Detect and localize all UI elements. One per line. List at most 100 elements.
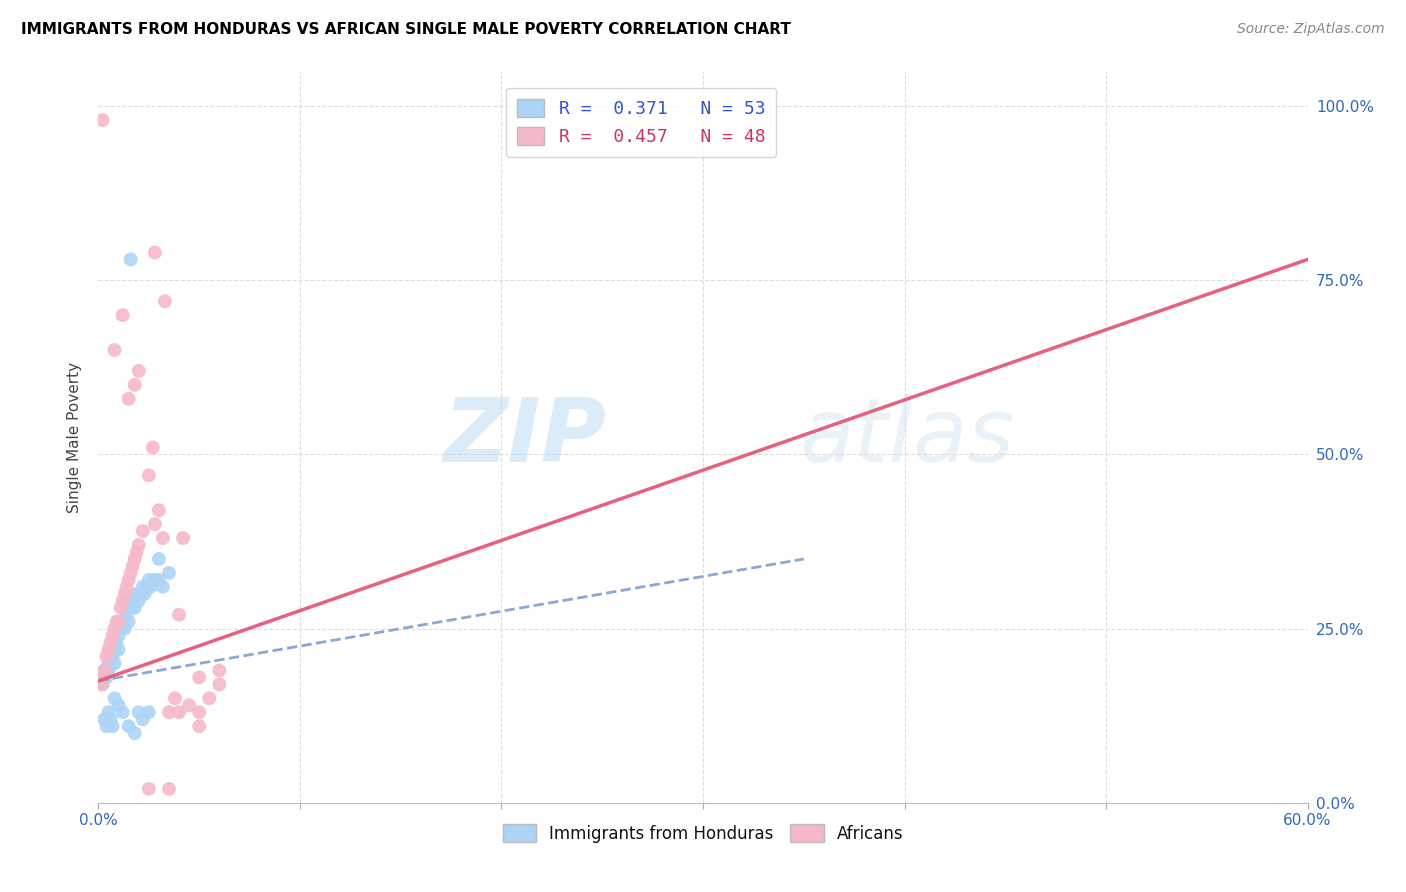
Point bbox=[91, 677, 114, 691]
Point bbox=[101, 719, 124, 733]
Point bbox=[134, 587, 156, 601]
Point bbox=[114, 587, 136, 601]
Point bbox=[107, 642, 129, 657]
Point bbox=[115, 607, 138, 622]
Point bbox=[103, 657, 125, 671]
Point bbox=[93, 670, 115, 684]
Point bbox=[138, 573, 160, 587]
Point bbox=[96, 670, 118, 684]
Point bbox=[143, 517, 166, 532]
Text: IMMIGRANTS FROM HONDURAS VS AFRICAN SINGLE MALE POVERTY CORRELATION CHART: IMMIGRANTS FROM HONDURAS VS AFRICAN SING… bbox=[21, 22, 792, 37]
Point bbox=[110, 622, 132, 636]
Point bbox=[96, 719, 118, 733]
Point bbox=[111, 705, 134, 719]
Point bbox=[152, 531, 174, 545]
Point bbox=[208, 677, 231, 691]
Point bbox=[93, 712, 115, 726]
Point bbox=[148, 503, 170, 517]
Point bbox=[97, 664, 120, 678]
Point bbox=[120, 252, 142, 267]
Point bbox=[167, 705, 190, 719]
Point bbox=[110, 600, 132, 615]
Point bbox=[148, 573, 170, 587]
Point bbox=[157, 566, 180, 580]
Point bbox=[153, 294, 176, 309]
Point bbox=[101, 649, 124, 664]
Point bbox=[198, 691, 221, 706]
Point bbox=[121, 594, 143, 608]
Point bbox=[120, 566, 142, 580]
Point bbox=[128, 705, 150, 719]
Text: atlas: atlas bbox=[800, 394, 1015, 480]
Point bbox=[93, 664, 115, 678]
Point bbox=[111, 615, 134, 629]
Point bbox=[97, 657, 120, 671]
Point bbox=[107, 698, 129, 713]
Point bbox=[100, 635, 122, 649]
Point bbox=[89, 673, 111, 688]
Point bbox=[100, 649, 122, 664]
Point bbox=[105, 635, 128, 649]
Point bbox=[128, 538, 150, 552]
Point bbox=[121, 558, 143, 573]
Point bbox=[118, 392, 141, 406]
Point bbox=[124, 377, 146, 392]
Point bbox=[96, 664, 118, 678]
Point bbox=[97, 642, 120, 657]
Point bbox=[138, 781, 160, 796]
Point bbox=[107, 629, 129, 643]
Point bbox=[132, 580, 155, 594]
Point bbox=[93, 664, 115, 678]
Point bbox=[91, 113, 114, 128]
Point bbox=[143, 573, 166, 587]
Point bbox=[100, 657, 122, 671]
Point bbox=[132, 712, 155, 726]
Point bbox=[111, 594, 134, 608]
Point bbox=[103, 343, 125, 357]
Point bbox=[152, 580, 174, 594]
Point bbox=[91, 670, 114, 684]
Point bbox=[148, 552, 170, 566]
Point bbox=[118, 573, 141, 587]
Point bbox=[125, 587, 148, 601]
Point bbox=[163, 691, 186, 706]
Point bbox=[125, 545, 148, 559]
Point bbox=[128, 364, 150, 378]
Point bbox=[89, 670, 111, 684]
Point bbox=[100, 712, 122, 726]
Point bbox=[103, 622, 125, 636]
Point bbox=[188, 719, 211, 733]
Point bbox=[138, 705, 160, 719]
Point bbox=[142, 441, 165, 455]
Point bbox=[107, 615, 129, 629]
Point bbox=[179, 698, 201, 713]
Point bbox=[124, 552, 146, 566]
Point bbox=[103, 691, 125, 706]
Point bbox=[118, 615, 141, 629]
Point bbox=[120, 600, 142, 615]
Point bbox=[135, 580, 157, 594]
Point bbox=[157, 781, 180, 796]
Text: ZIP: ZIP bbox=[443, 393, 606, 481]
Point bbox=[124, 600, 146, 615]
Point bbox=[157, 705, 180, 719]
Point bbox=[91, 677, 114, 691]
Point bbox=[118, 719, 141, 733]
Point bbox=[128, 594, 150, 608]
Point bbox=[143, 245, 166, 260]
Point bbox=[103, 642, 125, 657]
Point bbox=[132, 524, 155, 538]
Point bbox=[172, 531, 194, 545]
Point bbox=[105, 615, 128, 629]
Point bbox=[208, 664, 231, 678]
Point bbox=[167, 607, 190, 622]
Point bbox=[138, 468, 160, 483]
Point bbox=[114, 622, 136, 636]
Point bbox=[139, 580, 162, 594]
Point bbox=[96, 649, 118, 664]
Point bbox=[101, 629, 124, 643]
Point bbox=[188, 670, 211, 684]
Point bbox=[129, 587, 152, 601]
Text: Source: ZipAtlas.com: Source: ZipAtlas.com bbox=[1237, 22, 1385, 37]
Legend: Immigrants from Honduras, Africans: Immigrants from Honduras, Africans bbox=[496, 818, 910, 849]
